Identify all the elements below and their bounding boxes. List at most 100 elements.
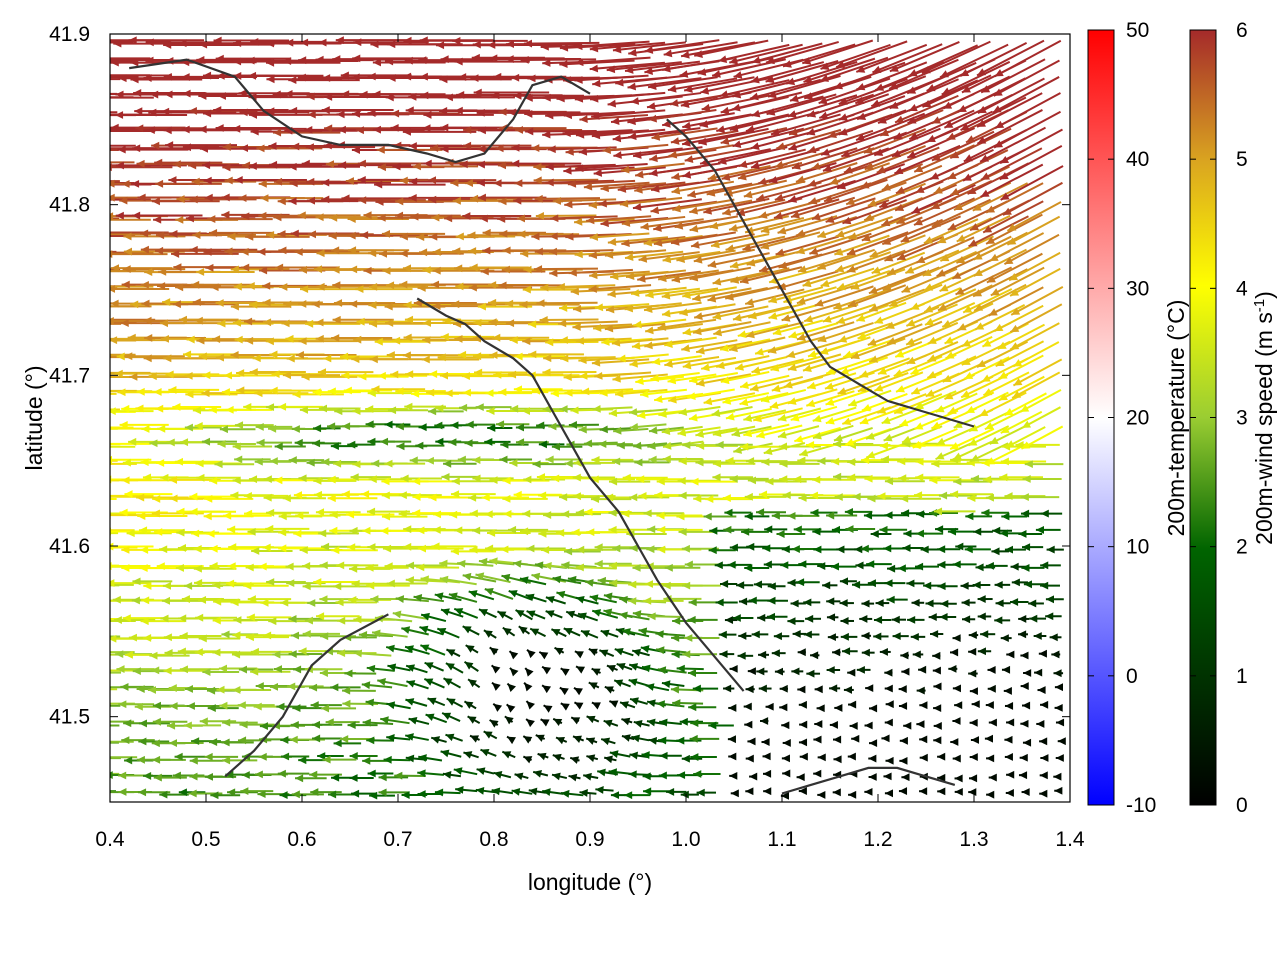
wind-vector-head bbox=[292, 390, 301, 399]
wind-vector-head bbox=[672, 699, 681, 707]
wind-vector bbox=[838, 95, 906, 121]
wind-vector bbox=[536, 301, 598, 305]
wind-vector-head bbox=[852, 492, 861, 501]
wind-vector-head bbox=[227, 788, 236, 797]
wind-vector-head bbox=[778, 442, 787, 451]
wind-vector-head bbox=[90, 302, 98, 310]
wind-vector-head bbox=[687, 669, 696, 677]
wind-vector-head bbox=[73, 440, 81, 448]
wind-vector-head bbox=[809, 491, 818, 500]
wind-vector bbox=[881, 164, 943, 191]
wind-vector bbox=[825, 388, 873, 406]
wind-vector-head bbox=[1000, 634, 1009, 643]
wind-vector-head bbox=[358, 372, 367, 381]
wind-vector-head bbox=[589, 271, 598, 280]
wind-vector-head bbox=[545, 178, 554, 187]
wind-vector-head bbox=[1000, 156, 1010, 164]
wind-vector-head bbox=[68, 511, 76, 519]
wind-vector-head bbox=[861, 631, 870, 640]
wind-vector-head bbox=[765, 75, 775, 84]
wind-vector-head bbox=[259, 722, 268, 730]
wind-vector-head bbox=[392, 162, 401, 171]
wind-vector-head bbox=[254, 770, 263, 779]
wind-vector-head bbox=[692, 293, 701, 302]
wind-vector-head bbox=[192, 231, 201, 239]
wind-vector-head bbox=[381, 477, 390, 486]
wind-vector-head bbox=[189, 507, 198, 516]
wind-vector-head bbox=[797, 265, 807, 273]
wind-vector-head bbox=[122, 458, 131, 467]
wind-vector bbox=[1006, 201, 1062, 232]
wind-vector-head bbox=[589, 44, 599, 53]
wind-vector-head bbox=[440, 123, 449, 132]
wind-vector bbox=[854, 75, 927, 105]
wind-vector-head bbox=[940, 70, 950, 78]
wind-vector-head bbox=[855, 96, 865, 105]
wind-vector bbox=[682, 356, 737, 368]
wind-vector bbox=[689, 199, 753, 214]
wind-vector-head bbox=[895, 186, 905, 194]
wind-vector-head bbox=[659, 751, 668, 760]
wind-vector-head bbox=[885, 756, 894, 765]
wind-vector-head bbox=[492, 333, 501, 342]
wind-vector-head bbox=[894, 406, 904, 414]
wind-vector-head bbox=[837, 387, 847, 395]
wind-vector-head bbox=[385, 281, 395, 290]
wind-vector-head bbox=[724, 616, 734, 624]
wind-vector-head bbox=[609, 700, 619, 708]
wind-vector bbox=[931, 130, 995, 162]
wind-vector-head bbox=[730, 276, 740, 284]
wind-vector-head bbox=[193, 545, 202, 553]
wind-vector-head bbox=[136, 493, 145, 502]
wind-vector-head bbox=[376, 145, 385, 154]
wind-vector-head bbox=[405, 576, 415, 584]
wind-vector-head bbox=[291, 142, 300, 151]
wind-vector-head bbox=[543, 511, 552, 520]
wind-vector-head bbox=[262, 281, 271, 290]
wind-vector-head bbox=[949, 490, 959, 499]
wind-vector bbox=[739, 266, 803, 284]
wind-vector-head bbox=[1034, 668, 1043, 677]
wind-vector-head bbox=[539, 316, 548, 324]
wind-vector-head bbox=[497, 611, 507, 619]
wind-vector-head bbox=[621, 219, 631, 227]
wind-vector-head bbox=[263, 493, 272, 502]
wind-vector-head bbox=[817, 334, 827, 343]
wind-vector-head bbox=[386, 733, 395, 742]
wind-vector-head bbox=[395, 387, 404, 396]
wind-vector-head bbox=[798, 494, 807, 502]
wind-vector-head bbox=[559, 687, 569, 696]
wind-vector-head bbox=[822, 581, 831, 590]
wind-vector-head bbox=[640, 390, 649, 398]
wind-vector-head bbox=[829, 177, 839, 185]
wind-vector-head bbox=[957, 104, 967, 112]
wind-vector bbox=[924, 302, 976, 326]
wind-vector-head bbox=[615, 78, 624, 87]
wind-vector-head bbox=[528, 787, 538, 796]
wind-vector-head bbox=[318, 38, 327, 47]
wind-vector-head bbox=[543, 705, 553, 713]
wind-vector-head bbox=[709, 221, 719, 230]
wind-vector-head bbox=[390, 370, 399, 379]
wind-vector-head bbox=[247, 71, 257, 80]
wind-vector-head bbox=[1001, 512, 1010, 521]
wind-vector-head bbox=[430, 144, 439, 153]
wind-vector-head bbox=[926, 83, 936, 92]
wind-vector-head bbox=[980, 189, 990, 197]
wind-vector-head bbox=[467, 231, 476, 240]
wind-vector-head bbox=[543, 354, 552, 363]
wind-vector-head bbox=[630, 697, 639, 705]
wind-vector-head bbox=[533, 176, 542, 185]
wind-vector-head bbox=[215, 299, 224, 307]
wind-vector-head bbox=[644, 341, 653, 350]
wind-vector-head bbox=[246, 56, 255, 65]
wind-vector bbox=[733, 58, 804, 78]
x-tick-label: 0.5 bbox=[191, 828, 220, 851]
wind-vector-head bbox=[355, 126, 364, 135]
wind-vector-head bbox=[534, 247, 543, 256]
wind-vector-head bbox=[806, 399, 816, 408]
wind-vector bbox=[911, 183, 976, 215]
wind-vector-head bbox=[860, 181, 870, 189]
wind-vector-head bbox=[202, 668, 211, 676]
wind-vector-head bbox=[774, 193, 784, 202]
